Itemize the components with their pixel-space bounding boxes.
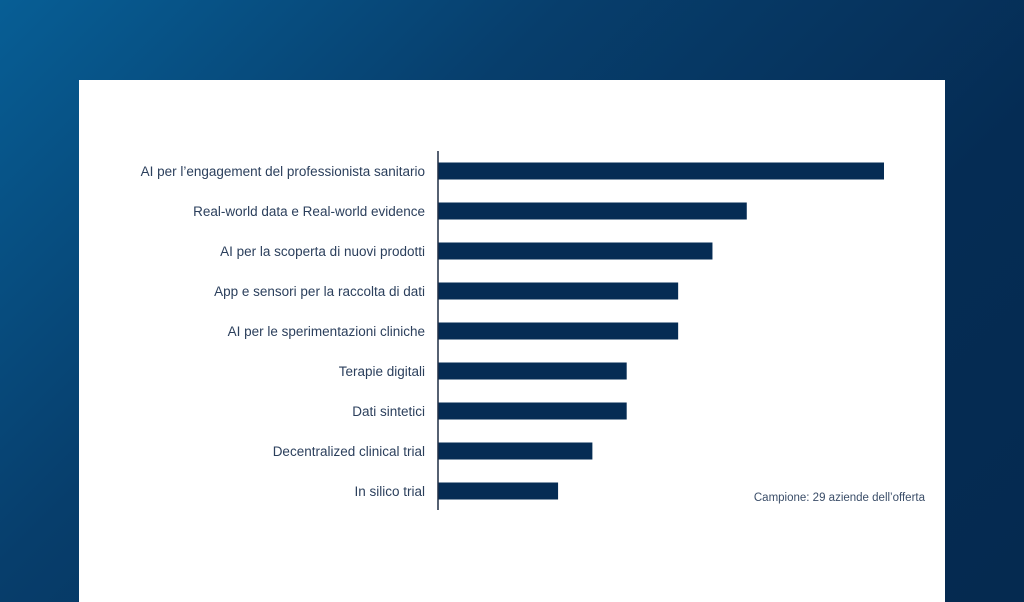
category-labels-group: AI per l’engagement del professionista s… [141,164,425,499]
bar-1 [438,162,884,180]
bar-2 [438,202,747,220]
category-label-5: AI per le sperimentazioni cliniche [228,324,425,339]
bar-4 [438,282,679,300]
category-label-3: AI per la scoperta di nuovi prodotti [220,244,425,259]
category-label-1: AI per l’engagement del professionista s… [141,164,425,179]
bar-5 [438,322,679,340]
category-label-7: Dati sintetici [352,404,425,419]
bar-8 [438,442,593,460]
bar-3 [438,242,713,260]
bar-7 [438,402,627,420]
bars-group [438,162,884,500]
category-label-8: Decentralized clinical trial [273,444,425,459]
category-label-4: App e sensori per la raccolta di dati [214,284,425,299]
sample-note: Campione: 29 aziende dell’offerta [754,492,926,504]
bar-9 [438,482,559,500]
category-label-6: Terapie digitali [339,364,425,379]
bar-6 [438,362,627,380]
category-label-9: In silico trial [354,484,425,499]
category-label-2: Real-world data e Real-world evidence [193,204,425,219]
